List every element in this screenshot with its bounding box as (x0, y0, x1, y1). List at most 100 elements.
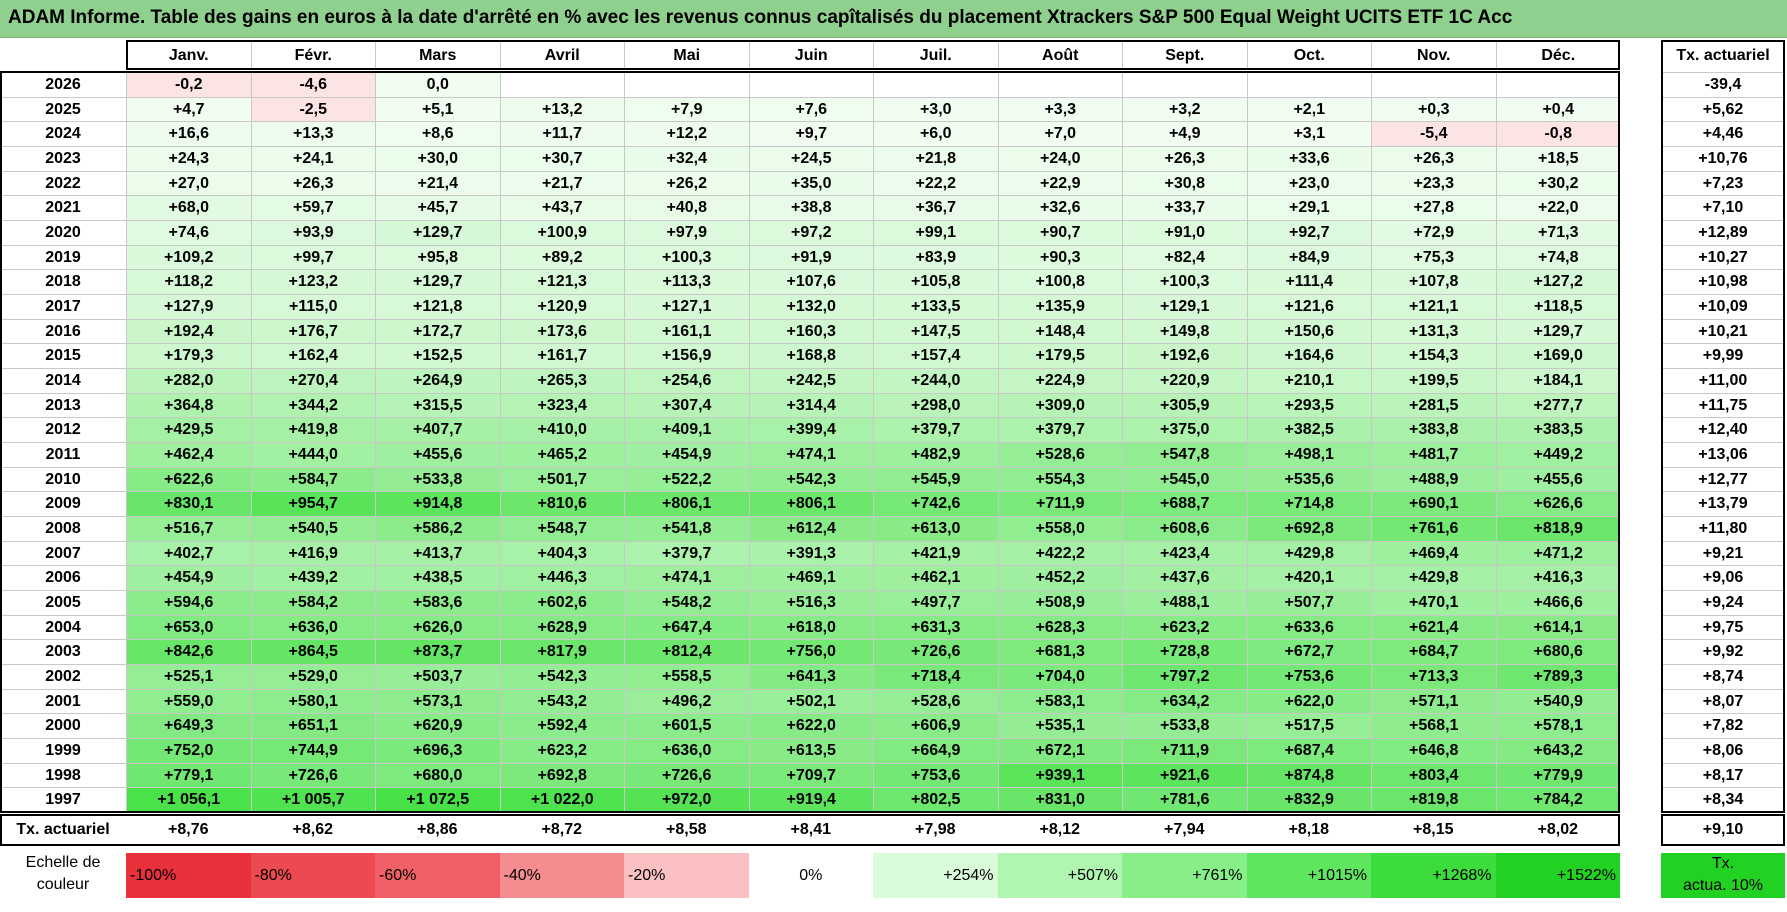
rate-cell: +7,10 (1661, 195, 1785, 220)
gain-cell: +121,8 (375, 294, 500, 319)
gain-cell: +33,7 (1122, 195, 1247, 220)
gain-cell: +540,9 (1495, 688, 1620, 714)
gain-cell: +36,7 (873, 195, 998, 220)
gain-cell: +38,8 (748, 195, 873, 220)
gain-cell: +379,7 (997, 417, 1122, 443)
gain-cell: +651,1 (250, 713, 375, 739)
gain-cell: +711,9 (1122, 738, 1247, 763)
legend-label-line1: Echelle de (25, 854, 101, 871)
rate-cell: +10,98 (1661, 269, 1785, 294)
gain-cell: +26,3 (1371, 146, 1496, 171)
gain-cell: +704,0 (997, 664, 1122, 689)
gain-cell: +429,8 (1371, 565, 1496, 591)
gain-cell: +753,6 (873, 762, 998, 788)
gain-cell: +127,9 (126, 294, 251, 319)
gain-cell: +636,0 (250, 614, 375, 640)
gain-cell: +612,4 (748, 516, 873, 541)
gain-cell: +121,1 (1371, 294, 1496, 319)
gain-cell: +156,9 (624, 343, 749, 369)
gain-cell: +713,3 (1371, 664, 1496, 689)
gain-cell: +129,7 (375, 269, 500, 295)
gain-cell: +107,8 (1371, 269, 1496, 295)
gain-cell: +628,9 (499, 614, 624, 640)
gain-cell: +726,6 (624, 762, 749, 788)
rate-cell: +12,89 (1661, 220, 1785, 245)
gain-cell: +30,7 (499, 146, 624, 171)
gain-cell: +462,1 (873, 565, 998, 591)
year-cell: 2020 (0, 220, 126, 245)
gain-cell: +525,1 (126, 664, 251, 689)
rate-cell: +8,07 (1661, 688, 1785, 714)
gain-cell: +407,7 (375, 417, 500, 443)
gain-cell: +584,7 (250, 466, 375, 492)
gain-cell: +429,5 (126, 417, 251, 443)
year-cell: 2013 (0, 392, 126, 418)
gain-cell: +109,2 (126, 244, 251, 270)
gain-cell: +462,4 (126, 442, 251, 467)
gain-cell: +127,2 (1495, 269, 1620, 295)
month-header: Févr. (250, 42, 376, 69)
footer-rate-cell: +8,15 (1413, 821, 1454, 839)
gain-cell: +429,8 (1246, 540, 1371, 566)
rate-cell: +8,34 (1661, 787, 1785, 812)
gain-cell: +298,0 (873, 392, 998, 418)
gain-cell: +413,7 (375, 540, 500, 566)
rate-cell: +8,74 (1661, 664, 1785, 689)
gain-cell: +0,3 (1371, 96, 1496, 122)
rate-cell: +9,06 (1661, 565, 1785, 590)
gain-cell: +444,0 (250, 442, 375, 467)
gain-cell: +454,9 (624, 442, 749, 467)
gain-cell: +543,2 (499, 688, 624, 714)
gain-cell: +24,1 (250, 146, 375, 171)
gain-cell: +7,9 (624, 96, 749, 122)
gain-cell: +27,0 (126, 170, 251, 196)
gain-cell: +265,3 (499, 368, 624, 393)
gain-cell: +779,9 (1495, 762, 1620, 788)
month-header: Avril (499, 42, 625, 69)
gain-cell (873, 72, 998, 97)
gain-cell: +11,7 (499, 121, 624, 146)
gain-cell: +210,1 (1246, 368, 1371, 393)
footer-global-rate: +9,10 (1702, 821, 1744, 839)
gain-cell: +649,3 (126, 713, 251, 739)
gain-cell: +580,1 (250, 688, 375, 714)
gain-cell: +176,7 (250, 318, 375, 344)
gain-cell: +160,3 (748, 318, 873, 344)
gain-cell: +573,1 (375, 688, 500, 714)
gain-cell: +547,8 (1122, 442, 1247, 467)
gain-cell: +375,0 (1122, 417, 1247, 443)
gain-cell: +578,1 (1495, 713, 1620, 739)
gain-cell: +59,7 (250, 195, 375, 220)
gain-cell: +323,4 (499, 392, 624, 418)
gain-cell: +89,2 (499, 244, 624, 270)
gain-cell: +344,2 (250, 392, 375, 418)
gain-cell: +672,7 (1246, 639, 1371, 665)
gain-cell: +718,4 (873, 664, 998, 689)
legend-rate-swatch: Tx. actua. 10% (1661, 853, 1785, 898)
gain-cell: +129,7 (375, 220, 500, 245)
gain-cell: +172,7 (375, 318, 500, 344)
gain-cell: +422,2 (997, 540, 1122, 566)
gain-cell: +647,4 (624, 614, 749, 640)
gain-cell: +672,1 (997, 738, 1122, 763)
gain-cell (1495, 72, 1620, 97)
gain-cell: +633,6 (1246, 614, 1371, 640)
gain-cell: +502,1 (748, 688, 873, 714)
gain-cell: +688,7 (1122, 491, 1247, 517)
gain-cell: +812,4 (624, 639, 749, 665)
gain-cell: +571,1 (1371, 688, 1496, 714)
gain-cell: +91,0 (1122, 220, 1247, 245)
gain-cell: +497,7 (873, 590, 998, 615)
year-cell: 2025 (0, 96, 126, 122)
footer-rate-cell: +7,98 (915, 821, 956, 839)
gain-cell: +455,6 (375, 442, 500, 467)
gain-cell: +455,6 (1495, 466, 1620, 492)
gain-cell: +802,5 (873, 787, 998, 813)
gain-cell: +687,4 (1246, 738, 1371, 763)
gain-cell: +95,8 (375, 244, 500, 270)
year-cell: 2012 (0, 417, 126, 442)
gain-cell: +120,9 (499, 294, 624, 319)
gain-cell: +281,5 (1371, 392, 1496, 418)
gain-cell: +583,6 (375, 590, 500, 615)
gain-cell: +622,6 (126, 466, 251, 492)
